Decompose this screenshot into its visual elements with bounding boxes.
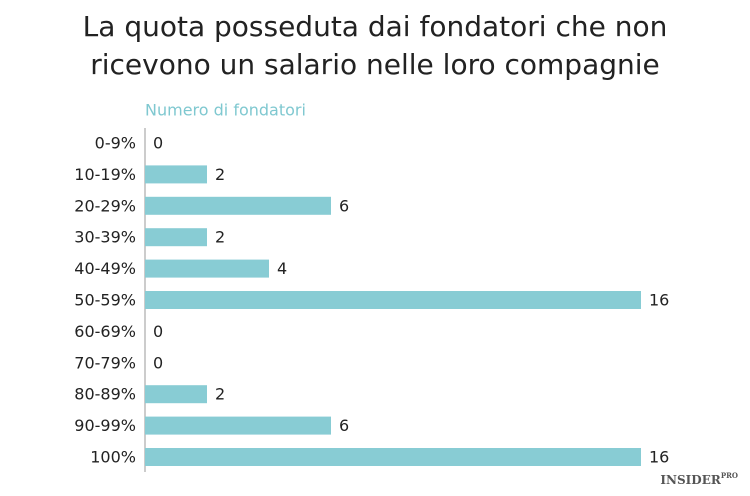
bar (145, 385, 207, 404)
watermark-text: INSIDER (660, 473, 721, 487)
value-label: 0 (153, 134, 163, 153)
y-tick-label: 40-49% (74, 259, 136, 278)
y-tick-label: 50-59% (74, 291, 136, 310)
y-tick-label: 100% (90, 448, 136, 467)
value-label: 4 (277, 259, 287, 278)
chart-subtitle: Numero di fondatori (145, 101, 306, 120)
y-tick-label: 70-79% (74, 353, 136, 372)
value-label: 6 (339, 416, 349, 435)
value-label: 6 (339, 196, 349, 215)
bar (145, 448, 641, 466)
bar (145, 165, 207, 184)
y-tick-label: 90-99% (74, 416, 136, 435)
watermark: INSIDERPRO (660, 471, 738, 487)
value-label: 0 (153, 322, 163, 341)
value-label: 16 (649, 291, 669, 310)
y-tick-label: 0-9% (95, 134, 136, 153)
bar (145, 196, 331, 215)
value-label: 16 (649, 448, 669, 467)
y-tick-label: 60-69% (74, 322, 136, 341)
y-tick-label: 20-29% (74, 196, 136, 215)
y-tick-label: 80-89% (74, 385, 136, 404)
bar (145, 291, 641, 309)
bar (145, 259, 269, 278)
y-tick-label: 10-19% (74, 165, 136, 184)
value-label: 2 (215, 165, 225, 184)
value-label: 2 (215, 385, 225, 404)
y-tick-label: 30-39% (74, 228, 136, 247)
value-label: 2 (215, 228, 225, 247)
value-label: 0 (153, 353, 163, 372)
bar (145, 228, 207, 247)
bar (145, 416, 331, 435)
chart-title: La quota posseduta dai fondatori che non… (82, 10, 668, 81)
watermark-sup: PRO (721, 471, 738, 480)
